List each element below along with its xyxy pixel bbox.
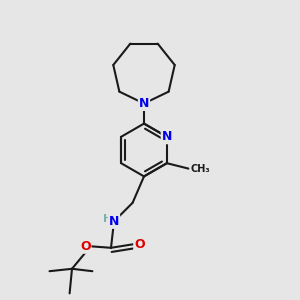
Text: H: H: [103, 214, 112, 224]
Text: O: O: [134, 238, 145, 251]
Text: N: N: [139, 97, 149, 110]
Text: O: O: [80, 240, 91, 253]
Text: CH₃: CH₃: [190, 164, 210, 174]
Text: N: N: [162, 130, 172, 143]
Text: N: N: [109, 215, 119, 228]
